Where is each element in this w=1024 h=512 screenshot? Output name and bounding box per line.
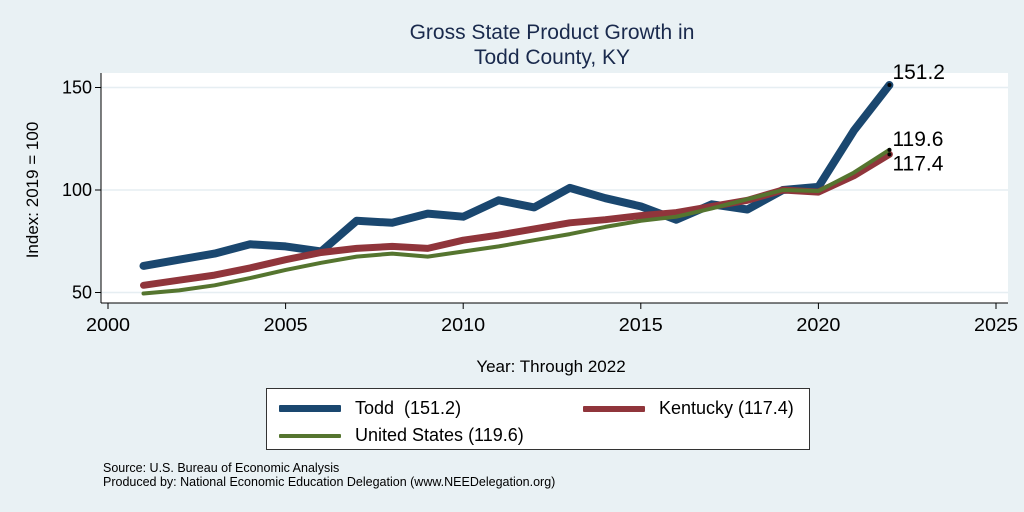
end-marker-todd [887, 83, 892, 88]
chart-title-line-1: Gross State Product Growth in [409, 21, 695, 44]
legend-item-kentucky: Kentucky (117.4) [583, 398, 794, 419]
end-marker-united-states [887, 147, 892, 152]
series-line-todd [139, 81, 894, 270]
produced-by-note: Produced by: National Economic Education… [103, 475, 556, 489]
end-label-kentucky: 117.4 [892, 152, 943, 175]
end-label-united-states: 119.6 [892, 128, 943, 151]
y-axis-title: Index: 2019 = 100 [23, 122, 42, 259]
legend-item-todd: Todd (151.2) [279, 398, 461, 419]
y-tick-label-100: 100 [62, 180, 92, 200]
end-marker-kentucky [887, 152, 892, 157]
legend: Todd (151.2) Kentucky (117.4) United Sta… [266, 388, 810, 450]
x-tick-label-2005: 2005 [264, 315, 308, 335]
legend-swatch-united-states [279, 433, 341, 438]
x-tick-label-2000: 2000 [86, 315, 130, 335]
x-tick-label-2025: 2025 [974, 315, 1018, 335]
x-axis-title: Year: Through 2022 [476, 357, 625, 376]
chart-title-line-2: Todd County, KY [473, 46, 631, 69]
x-tick-label-2015: 2015 [619, 315, 663, 335]
x-tick-label-2020: 2020 [796, 315, 840, 335]
end-label-todd: 151.2 [892, 61, 945, 84]
y-tick-label-150: 150 [62, 78, 92, 98]
legend-label-united-states: United States (119.6) [355, 425, 524, 445]
legend-item-united-states: United States (119.6) [279, 425, 524, 446]
series-line-united-states [141, 147, 892, 296]
x-tick-label-2010: 2010 [441, 315, 485, 335]
legend-swatch-todd [279, 405, 341, 412]
legend-label-todd: Todd (151.2) [355, 398, 462, 418]
legend-swatch-kentucky [583, 405, 645, 412]
legend-label-kentucky: Kentucky (117.4) [659, 398, 794, 418]
y-tick-label-50: 50 [72, 283, 92, 303]
source-note: Source: U.S. Bureau of Economic Analysis [103, 461, 340, 475]
